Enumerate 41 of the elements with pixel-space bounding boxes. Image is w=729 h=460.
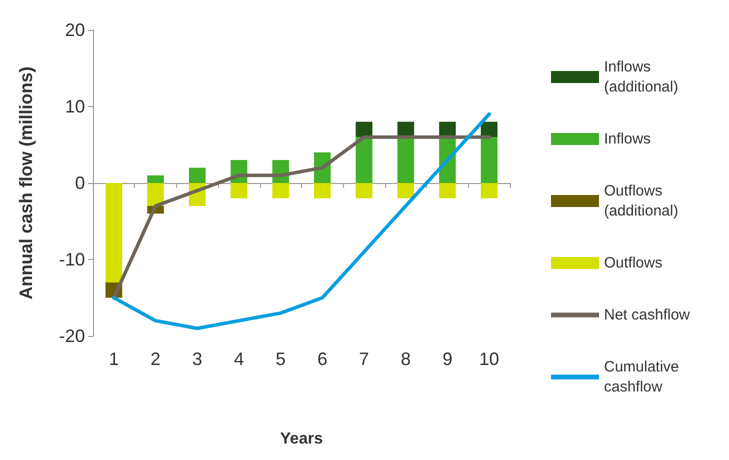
- legend-label: Inflows: [604, 130, 651, 148]
- y-tick-label: 20: [64, 20, 85, 40]
- x-tick-label: 4: [234, 349, 244, 369]
- bar: [397, 137, 414, 183]
- y-tick-label: -10: [58, 250, 85, 270]
- bar: [147, 183, 164, 206]
- x-tick-label: 6: [317, 349, 328, 369]
- bar: [356, 183, 372, 198]
- legend-label: Cumulative cashflow: [604, 358, 684, 396]
- bar: [188, 168, 206, 183]
- x-tick-label: 9: [442, 349, 452, 369]
- bar: [230, 183, 248, 198]
- x-axis-title: Years: [280, 430, 323, 448]
- x-tick-label: 10: [479, 349, 500, 369]
- bar: [480, 183, 498, 198]
- bar: [106, 183, 122, 282]
- bar: [480, 137, 498, 183]
- x-tick-label: 5: [276, 349, 286, 369]
- legend-label: Outflows: [604, 254, 662, 272]
- x-tick-label: 1: [108, 349, 119, 369]
- bar: [356, 137, 372, 183]
- line-series: [112, 112, 491, 330]
- bar: [397, 183, 414, 198]
- y-tick-label: 0: [74, 173, 85, 193]
- bar: [272, 183, 289, 198]
- y-axis-title: Annual cash flow (millions): [16, 66, 36, 300]
- bar: [314, 183, 331, 198]
- y-tick-label: -20: [58, 326, 85, 346]
- y-tick-label: 10: [64, 96, 85, 116]
- bar: [356, 122, 372, 138]
- legend-label: Net cashflow: [604, 306, 690, 324]
- bar: [439, 122, 456, 138]
- x-tick-label: 3: [192, 349, 202, 369]
- legend-label: Outflows (additional): [604, 182, 678, 220]
- bar: [439, 183, 456, 198]
- x-tick-label: 7: [359, 349, 370, 369]
- line-series: [112, 135, 491, 300]
- legend-label: Inflows (additional): [604, 58, 678, 96]
- x-tick-label: 8: [400, 349, 411, 369]
- bar: [147, 175, 164, 183]
- x-tick-label: 2: [150, 349, 161, 369]
